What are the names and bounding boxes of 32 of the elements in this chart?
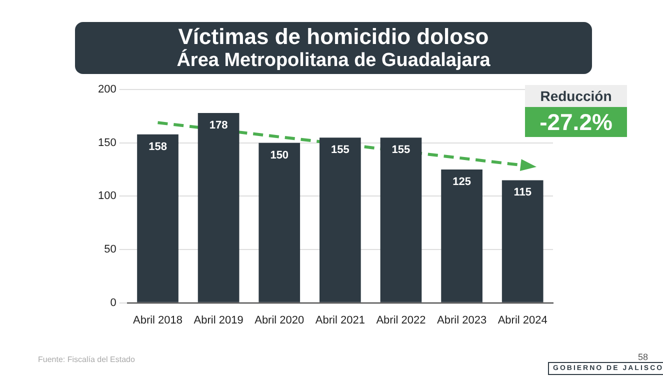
- bar: [198, 113, 240, 302]
- bar: [137, 134, 178, 302]
- bar: [320, 138, 361, 302]
- bar: [380, 138, 422, 302]
- data-label: 158: [148, 140, 167, 153]
- chart-title: Víctimas de homicidio doloso: [177, 24, 490, 49]
- source-note: Fuente: Fiscalía del Estado: [38, 355, 135, 364]
- y-tick-label: 150: [98, 136, 116, 149]
- annotation: -27.2%: [525, 107, 627, 137]
- x-tick-label: Abril 2021: [315, 314, 365, 326]
- bar: [441, 170, 482, 302]
- data-label: 125: [452, 176, 471, 188]
- data-label: 115: [514, 186, 532, 199]
- y-tick-label: 100: [98, 190, 116, 202]
- data-label: 178: [209, 120, 228, 132]
- chart-subtitle: Área Metropolitana de Guadalajara: [176, 50, 492, 72]
- x-tick-label: Abril 2024: [498, 314, 548, 326]
- data-label: 150: [270, 149, 289, 162]
- y-tick-label: 50: [104, 244, 116, 256]
- y-tick-label: 200: [98, 84, 116, 96]
- bar: [502, 180, 544, 302]
- data-label: 155: [330, 144, 350, 156]
- x-tick-label: Abril 2022: [376, 314, 426, 326]
- bar: [258, 142, 300, 302]
- text: 58: [638, 352, 648, 362]
- annotation: Reducción: [525, 85, 627, 107]
- data-label: 155: [392, 144, 410, 156]
- x-tick-label: Abril 2023: [437, 314, 487, 326]
- x-tick-label: Abril 2020: [254, 314, 304, 326]
- x-tick-label: Abril 2019: [194, 314, 244, 326]
- x-tick-label: Abril 2018: [132, 314, 183, 326]
- y-tick-label: 0: [110, 296, 116, 309]
